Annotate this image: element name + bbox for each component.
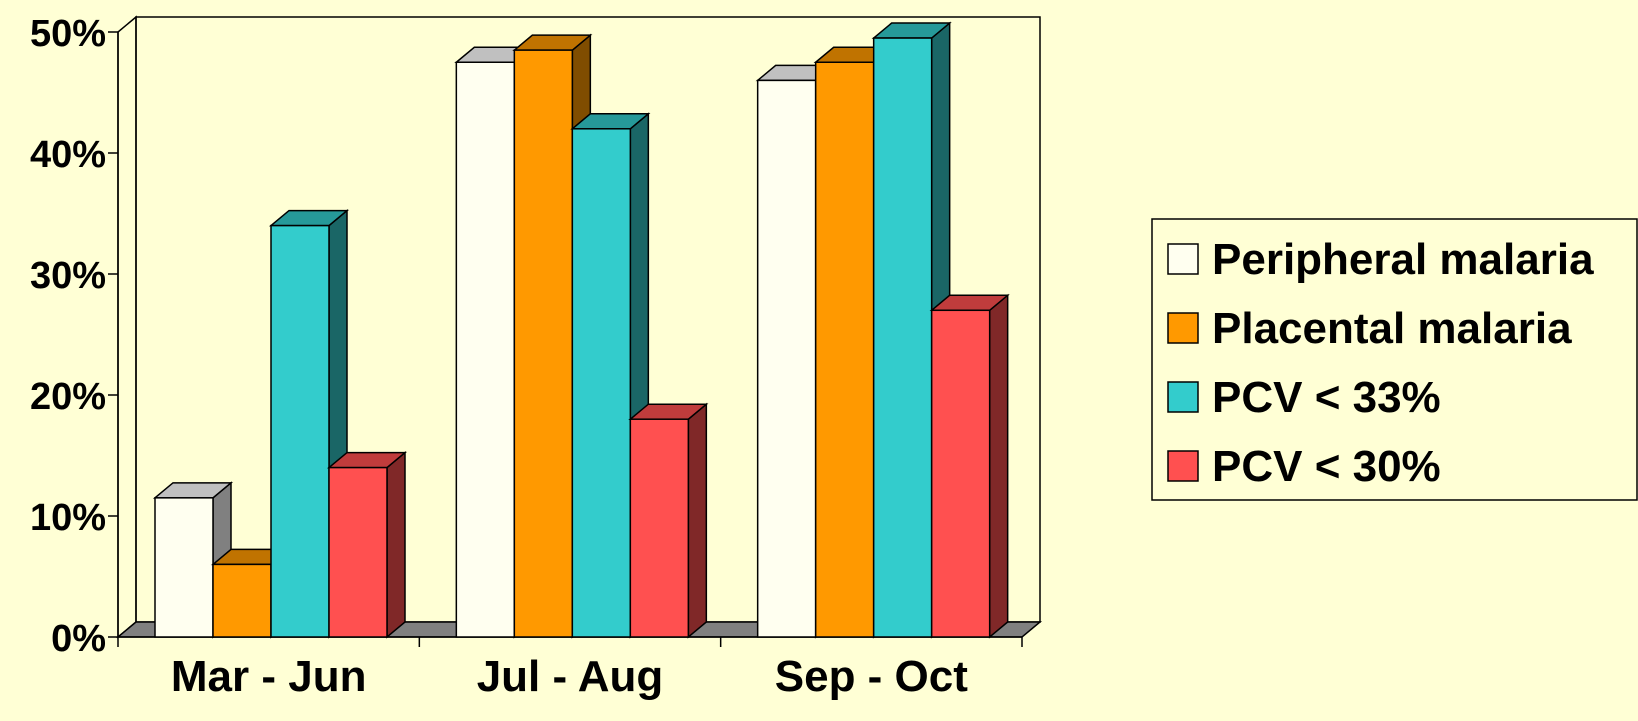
bar-side (386, 450, 406, 639)
bar-front (513, 49, 574, 638)
bar-front (872, 37, 933, 638)
bar-front (814, 61, 875, 638)
legend-label: PCV < 30% (1212, 442, 1441, 491)
x-tick-label: Jul - Aug (477, 652, 664, 701)
y-tick-label: 40% (30, 134, 106, 176)
plot-area: 0% 10% 20% 30% 40% 50% Mar - Jun Jul - Aug Sep -… (30, 13, 1043, 701)
side-wall (117, 15, 137, 639)
y-tick-label: 50% (30, 13, 106, 55)
legend-item: PCV < 33% (1167, 373, 1441, 422)
legend-label: PCV < 33% (1212, 373, 1441, 422)
bar-side (687, 402, 708, 639)
y-tick-label: 0% (51, 618, 106, 660)
bar-front (212, 563, 272, 638)
x-tick-label: Sep - Oct (775, 652, 968, 701)
bar (871, 21, 952, 639)
bar (929, 293, 1010, 639)
legend-swatch (1167, 381, 1199, 413)
bar-front (328, 466, 388, 638)
legend-item: Peripheral malaria (1167, 235, 1594, 284)
bar-front (154, 497, 214, 638)
bar (628, 402, 709, 639)
bar-front (571, 128, 632, 638)
bar-front (455, 61, 516, 638)
y-tick-label: 20% (30, 376, 106, 418)
legend: Peripheral malaria Placental malaria PCV <… (1151, 218, 1638, 501)
legend-label: Peripheral malaria (1212, 235, 1594, 284)
bar (326, 450, 408, 639)
legend-label: Placental malaria (1212, 304, 1572, 353)
legend-item: Placental malaria (1167, 304, 1572, 353)
bar-side (988, 293, 1009, 639)
legend-item: PCV < 30% (1167, 442, 1441, 491)
legend-box (1151, 218, 1638, 501)
bar-front (270, 224, 330, 638)
legend-swatch (1167, 243, 1199, 275)
legend-swatch (1167, 312, 1199, 344)
bar-front (629, 418, 690, 638)
y-tick-label: 30% (30, 255, 106, 297)
y-tick-label: 10% (30, 497, 106, 539)
legend-swatch (1167, 450, 1199, 482)
bar-front (930, 309, 991, 638)
x-tick-label: Mar - Jun (171, 652, 367, 701)
bar-front (756, 79, 817, 638)
